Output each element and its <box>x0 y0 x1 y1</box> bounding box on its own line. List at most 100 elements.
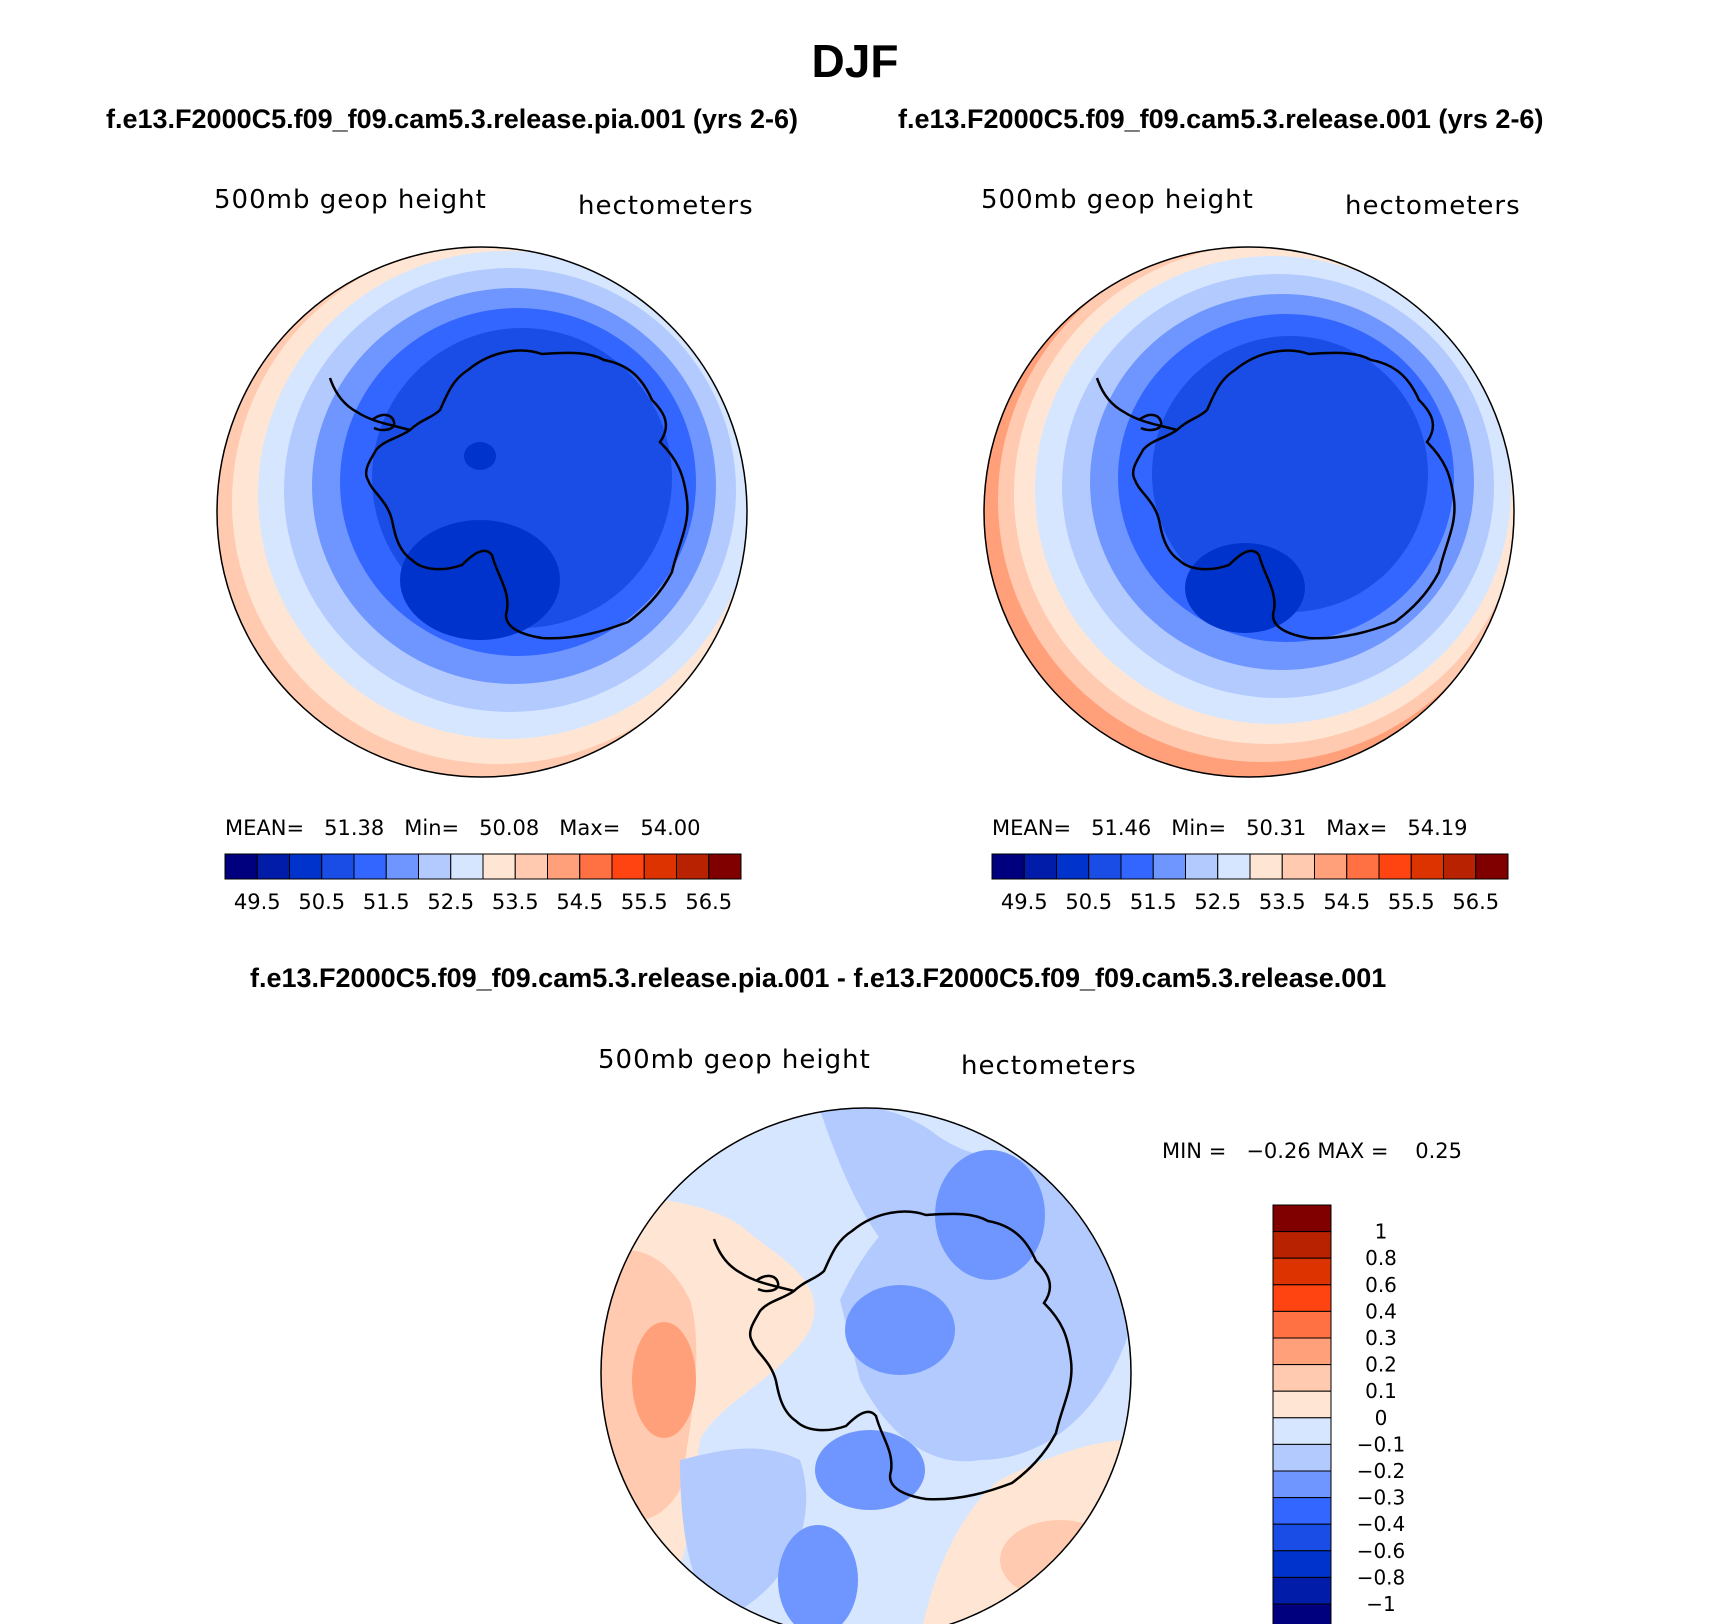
colorbar-tick-label: 55.5 <box>621 890 668 914</box>
colorbar-swatch <box>1272 1550 1332 1578</box>
colorbar-swatch <box>1023 853 1057 880</box>
colorbar-tick-label: −0.4 <box>1357 1512 1406 1536</box>
colorbar-tick-label: −0.2 <box>1357 1459 1406 1483</box>
colorbar-swatch <box>289 853 323 880</box>
colorbar-swatch <box>1475 853 1509 880</box>
colorbar-tick-label: −0.3 <box>1357 1486 1406 1510</box>
colorbar-swatch <box>256 853 290 880</box>
colorbar-swatch <box>353 853 387 880</box>
colorbar-tick-label: 54.5 <box>1323 890 1370 914</box>
colorbar-tick-label: −0.1 <box>1357 1432 1406 1456</box>
colorbar-swatch <box>1272 1470 1332 1499</box>
colorbar-swatch <box>1185 853 1219 880</box>
max-value: 54.19 <box>1407 816 1468 840</box>
colorbar-swatch <box>1410 853 1444 880</box>
top-left-map <box>217 247 747 777</box>
difference-colorbar: 10.8 0.60.4 0.3 0.20.1 0−0.1 −0.2 −0.3−0.4 −0.6… <box>1272 1204 1406 1624</box>
colorbar-tick-label: 50.5 <box>1065 890 1112 914</box>
colorbar-swatch <box>224 853 258 880</box>
top-right-map <box>984 247 1514 777</box>
colorbar-tick-label: 53.5 <box>1259 890 1306 914</box>
figure-title: DJF <box>811 35 899 87</box>
top-left-units-label: hectometers <box>578 191 754 221</box>
top-right-map-border <box>983 246 1515 778</box>
max-label: Max= <box>1326 816 1388 840</box>
colorbar-swatch <box>1272 1443 1332 1472</box>
colorbar-swatch <box>1443 853 1477 880</box>
colorbar-swatch <box>1152 853 1186 880</box>
colorbar-swatch <box>1314 853 1348 880</box>
top-right-field-label: 500mb geop height <box>981 185 1254 215</box>
min-label: MIN = <box>1162 1139 1227 1163</box>
top-left-map-border <box>216 246 748 778</box>
difference-units-label: hectometers <box>961 1051 1137 1081</box>
colorbar-swatch <box>1272 1231 1332 1259</box>
colorbar-swatch <box>1217 853 1251 880</box>
colorbar-swatch <box>1272 1204 1332 1233</box>
top-left-stats: MEAN= 51.38 Min= 50.08 Max= 54.00 <box>225 816 700 840</box>
colorbar-swatch <box>385 853 419 880</box>
colorbar-swatch <box>1056 853 1090 880</box>
min-value: −0.26 <box>1246 1139 1311 1163</box>
colorbar-tick-label: 56.5 <box>685 890 732 914</box>
difference-field-label: 500mb geop height <box>598 1045 871 1075</box>
colorbar-swatch <box>1272 1497 1332 1525</box>
colorbar-swatch <box>1272 1310 1332 1339</box>
colorbar-swatch <box>450 853 484 880</box>
colorbar-swatch <box>514 853 548 880</box>
colorbar-swatch <box>418 853 452 880</box>
colorbar-swatch <box>321 853 355 880</box>
colorbar-swatch <box>1120 853 1154 880</box>
colorbar-tick-label: 0.6 <box>1365 1273 1397 1297</box>
colorbar-swatch <box>1272 1364 1332 1392</box>
max-value: 54.00 <box>640 816 701 840</box>
top-right-units-label: hectometers <box>1345 191 1521 221</box>
colorbar-tick-label: 54.5 <box>556 890 603 914</box>
colorbar-tick-label: 0.1 <box>1365 1379 1397 1403</box>
colorbar-swatch <box>991 853 1025 880</box>
colorbar-tick-label: 0.3 <box>1365 1326 1397 1350</box>
colorbar-tick-label: 53.5 <box>492 890 539 914</box>
colorbar-tick-label: 49.5 <box>234 890 281 914</box>
top-right-case-title: f.e13.F2000C5.f09_f09.cam5.3.release.001… <box>898 104 1544 134</box>
colorbar-swatch <box>1272 1523 1332 1552</box>
colorbar-swatch <box>1272 1417 1332 1445</box>
colorbar-tick-label: −0.8 <box>1357 1565 1406 1589</box>
colorbar-tick-label: 52.5 <box>427 890 474 914</box>
colorbar-swatch <box>482 853 516 880</box>
colorbar-tick-label: 55.5 <box>1388 890 1435 914</box>
top-right-stats: MEAN= 51.46 Min= 50.31 Max= 54.19 <box>992 816 1467 840</box>
colorbar-tick-label: 0.2 <box>1365 1353 1397 1377</box>
difference-map <box>601 1108 1131 1624</box>
top-right-colorbar: 49.5 50.5 51.5 52.5 53.5 54.5 55.5 56.5 <box>991 853 1509 914</box>
top-left-colorbar: 49.5 50.5 51.5 52.5 53.5 54.5 55.5 56.5 <box>224 853 742 914</box>
colorbar-tick-label: 50.5 <box>298 890 345 914</box>
colorbar-swatch <box>611 853 645 880</box>
min-label: Min= <box>404 816 460 840</box>
colorbar-swatch <box>643 853 677 880</box>
colorbar-tick-label: 52.5 <box>1194 890 1241 914</box>
colorbar-swatch <box>1088 853 1122 880</box>
mean-label: MEAN= <box>992 816 1072 840</box>
top-left-field-label: 500mb geop height <box>214 185 487 215</box>
colorbar-swatch <box>1378 853 1412 880</box>
min-value: 50.31 <box>1246 816 1307 840</box>
colorbar-swatch <box>1272 1390 1332 1419</box>
mean-value: 51.46 <box>1091 816 1152 840</box>
colorbar-swatch <box>579 853 613 880</box>
colorbar-tick-label: 1 <box>1375 1220 1388 1244</box>
colorbar-swatch <box>676 853 710 880</box>
mean-value: 51.38 <box>324 816 385 840</box>
colorbar-tick-label: 0 <box>1375 1406 1388 1430</box>
colorbar-swatch <box>1272 1603 1332 1624</box>
min-value: 50.08 <box>479 816 540 840</box>
difference-case-title: f.e13.F2000C5.f09_f09.cam5.3.release.pia… <box>250 963 1387 993</box>
colorbar-tick-label: 56.5 <box>1452 890 1499 914</box>
top-left-case-title: f.e13.F2000C5.f09_f09.cam5.3.release.pia… <box>106 104 798 134</box>
difference-stats: MIN = −0.26 MAX = 0.25 <box>1162 1139 1462 1163</box>
colorbar-swatch <box>1281 853 1315 880</box>
colorbar-tick-label: 0.4 <box>1365 1299 1397 1323</box>
colorbar-tick-label: 0.8 <box>1365 1246 1397 1270</box>
colorbar-swatch <box>1272 1284 1332 1312</box>
